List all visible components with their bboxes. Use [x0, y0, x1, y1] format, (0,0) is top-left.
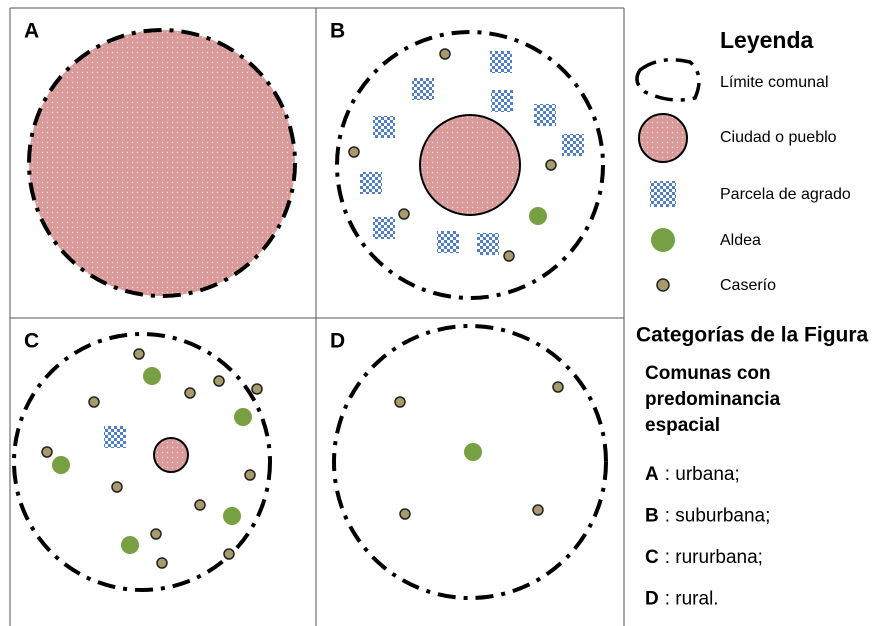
legend-plot — [650, 181, 676, 207]
panel-label: C — [24, 330, 39, 353]
plot — [104, 426, 126, 448]
category-letter: B — [645, 506, 659, 527]
boundary — [27, 28, 297, 298]
category-item: D : rural. — [645, 589, 719, 610]
category-item: A : urbana; — [645, 464, 740, 485]
panel-label: A — [24, 20, 39, 43]
category-letter: C — [645, 547, 659, 568]
legend-label: Aldea — [720, 232, 761, 249]
village — [529, 207, 547, 225]
category-list: A : urbana; B : suburbana; C : rururbana; D : r… — [645, 464, 770, 610]
legend-hamlet — [656, 278, 670, 292]
category-text: : suburbana; — [665, 506, 771, 527]
legend-label: Caserío — [720, 277, 776, 294]
hamlets — [394, 381, 564, 520]
category-letter: D — [645, 589, 659, 610]
category-text: : rural. — [665, 589, 719, 610]
legend-label: Parcela de agrado — [720, 186, 851, 203]
boundary — [12, 332, 272, 592]
panel-label: D — [330, 330, 345, 353]
category-item: B : suburbana; — [645, 506, 770, 527]
legend-label: Límite comunal — [720, 74, 829, 91]
hamlets — [348, 48, 557, 262]
hamlets — [41, 348, 263, 569]
plots — [360, 51, 584, 255]
panel-label: B — [330, 20, 345, 43]
grid — [9, 7, 625, 626]
city — [153, 437, 189, 473]
category-text: : rururbana; — [665, 547, 763, 568]
boundary — [332, 324, 608, 600]
boundary — [335, 30, 605, 300]
categories-title: Categorías de la Figura — [636, 324, 869, 347]
village — [464, 443, 482, 461]
legend-city — [638, 113, 688, 163]
legend-boundary — [635, 58, 701, 102]
legend-title: Leyenda — [720, 27, 814, 53]
categories-subtitle: espacial — [645, 415, 720, 436]
villages — [52, 367, 252, 554]
categories-subtitle: predominancia — [645, 389, 781, 410]
categories-subtitle: Comunas con — [645, 363, 771, 384]
legend-label: Ciudad o pueblo — [720, 129, 837, 146]
category-letter: A — [645, 464, 659, 485]
city — [29, 30, 295, 296]
legend-village — [651, 228, 675, 252]
category-item: C : rururbana; — [645, 547, 763, 568]
city — [419, 114, 521, 216]
category-text: : urbana; — [665, 464, 740, 485]
